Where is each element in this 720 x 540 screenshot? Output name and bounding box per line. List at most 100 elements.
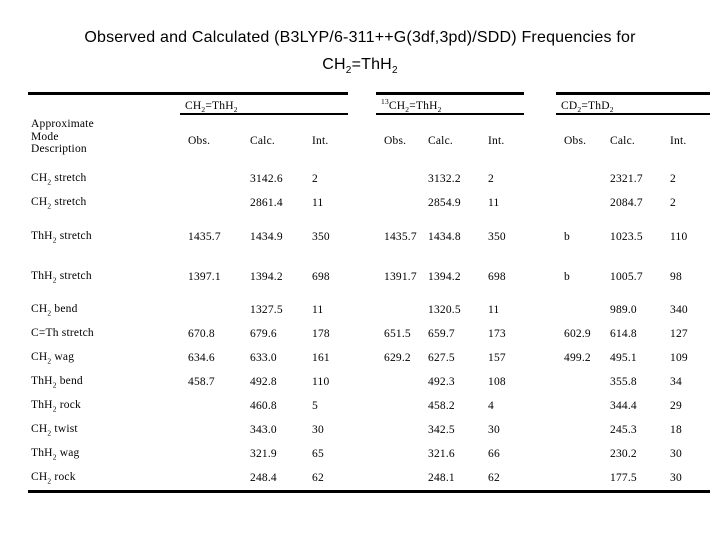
- table-row: ThH2 rock 460.8 5 458.2 4 344.4 29: [28, 394, 710, 418]
- cell-calc: 1320.5: [428, 304, 461, 316]
- cell-obs: 1391.7: [384, 271, 417, 283]
- cell-obs: 499.2: [564, 352, 591, 364]
- table-row: ThH2 stretch 1435.7 1434.9 350 1435.7 14…: [28, 225, 710, 249]
- cell-calc: 3132.2: [428, 173, 461, 185]
- cell-calc: 3142.6: [250, 173, 283, 185]
- cell-int: 127: [670, 328, 688, 340]
- mode-label: ThH2 wag: [31, 446, 80, 462]
- mode-label: CH2 stretch: [31, 171, 87, 187]
- cell-int: 29: [670, 400, 682, 412]
- cell-int: 2: [312, 173, 318, 185]
- cell-int: 2: [670, 197, 676, 209]
- table-body: CH2 stretch 3142.6 2 3132.2 2 2321.7 2 C…: [28, 167, 710, 493]
- col-header-calc: Calc.: [250, 135, 275, 147]
- column-gap: [524, 92, 556, 115]
- cell-calc: 321.6: [428, 448, 455, 460]
- cell-int: 62: [488, 472, 500, 484]
- cell-int: 65: [312, 448, 324, 460]
- cell-calc: 2084.7: [610, 197, 643, 209]
- cell-calc: 614.8: [610, 328, 637, 340]
- mode-label: ThH2 stretch: [31, 229, 92, 245]
- column-gap: [348, 92, 376, 115]
- cell-obs: 458.7: [188, 376, 215, 388]
- cell-calc: 679.6: [250, 328, 277, 340]
- cell-int: 340: [670, 304, 688, 316]
- cell-int: 109: [670, 352, 688, 364]
- cell-int: 62: [312, 472, 324, 484]
- cell-calc: 177.5: [610, 472, 637, 484]
- cell-obs: 651.5: [384, 328, 411, 340]
- col-header-obs: Obs.: [564, 135, 587, 147]
- cell-calc: 2321.7: [610, 173, 643, 185]
- cell-int: 350: [488, 231, 506, 243]
- cell-calc: 1023.5: [610, 231, 643, 243]
- slide-title: Observed and Calculated (B3LYP/6-311++G(…: [0, 24, 720, 84]
- cell-int: 11: [488, 304, 500, 316]
- cell-obs: 1435.7: [188, 231, 221, 243]
- table-row: ThH2 wag 321.9 65 321.6 66 230.2 30: [28, 442, 710, 466]
- cell-calc: 1005.7: [610, 271, 643, 283]
- mode-label: CH2 stretch: [31, 195, 87, 211]
- cell-calc: 492.8: [250, 376, 277, 388]
- cell-calc: 321.9: [250, 448, 277, 460]
- col-header-int: Int.: [312, 135, 329, 147]
- cell-int: 2: [670, 173, 676, 185]
- cell-int: 11: [488, 197, 500, 209]
- table-row: CH2 rock 248.4 62 248.1 62 177.5 30: [28, 466, 710, 490]
- col-header-int: Int.: [670, 135, 687, 147]
- cell-obs: 634.6: [188, 352, 215, 364]
- cell-calc: 492.3: [428, 376, 455, 388]
- group-header-13ch2thh2: 13CH2=ThH2: [376, 92, 524, 115]
- col-header-calc: Calc.: [428, 135, 453, 147]
- cell-calc: 659.7: [428, 328, 455, 340]
- cell-calc: 344.4: [610, 400, 637, 412]
- cell-calc: 342.5: [428, 424, 455, 436]
- cell-int: 110: [670, 231, 688, 243]
- cell-calc: 355.8: [610, 376, 637, 388]
- cell-calc: 245.3: [610, 424, 637, 436]
- cell-int: 161: [312, 352, 330, 364]
- cell-int: 5: [312, 400, 318, 412]
- table-row: ThH2 bend 458.7 492.8 110 492.3 108 355.…: [28, 370, 710, 394]
- cell-calc: 343.0: [250, 424, 277, 436]
- mode-label: ThH2 bend: [31, 374, 83, 390]
- title-formula: CH2=ThH2: [322, 56, 398, 77]
- mode-label: CH2 wag: [31, 350, 75, 366]
- cell-calc: 1394.2: [250, 271, 283, 283]
- cell-int: 18: [670, 424, 682, 436]
- cell-calc: 458.2: [428, 400, 455, 412]
- cell-calc: 1434.8: [428, 231, 461, 243]
- mode-label: CH2 twist: [31, 422, 78, 438]
- cell-calc: 627.5: [428, 352, 455, 364]
- cell-int: 30: [670, 472, 682, 484]
- cell-calc: 460.8: [250, 400, 277, 412]
- cell-int: 66: [488, 448, 500, 460]
- mode-label: ThH2 rock: [31, 398, 81, 414]
- cell-obs: 602.9: [564, 328, 591, 340]
- cell-int: 698: [488, 271, 506, 283]
- table-row: CH2 wag 634.6 633.0 161 629.2 627.5 157 …: [28, 346, 710, 370]
- table-row: CH2 twist 343.0 30 342.5 30 245.3 18: [28, 418, 710, 442]
- cell-calc: 2861.4: [250, 197, 283, 209]
- mode-label: ThH2 stretch: [31, 269, 92, 285]
- col-header-int: Int.: [488, 135, 505, 147]
- cell-int: 30: [312, 424, 324, 436]
- cell-int: 178: [312, 328, 330, 340]
- col-header-obs: Obs.: [384, 135, 407, 147]
- cell-obs: 1435.7: [384, 231, 417, 243]
- cell-int: 110: [312, 376, 330, 388]
- cell-calc: 248.1: [428, 472, 455, 484]
- cell-calc: 633.0: [250, 352, 277, 364]
- cell-obs: 629.2: [384, 352, 411, 364]
- table-row: ThH2 stretch 1397.1 1394.2 698 1391.7 13…: [28, 265, 710, 289]
- col-header-obs: Obs.: [188, 135, 211, 147]
- table-row: CH2 stretch 2861.4 11 2854.9 11 2084.7 2: [28, 191, 710, 215]
- group-header-cd2thd2: CD2=ThD2: [556, 92, 710, 115]
- col-header-calc: Calc.: [610, 135, 635, 147]
- cell-int: 698: [312, 271, 330, 283]
- cell-obs: 670.8: [188, 328, 215, 340]
- cell-calc: 1434.9: [250, 231, 283, 243]
- cell-int: 4: [488, 400, 494, 412]
- group-header-ch2thh2: CH2=ThH2: [180, 92, 348, 115]
